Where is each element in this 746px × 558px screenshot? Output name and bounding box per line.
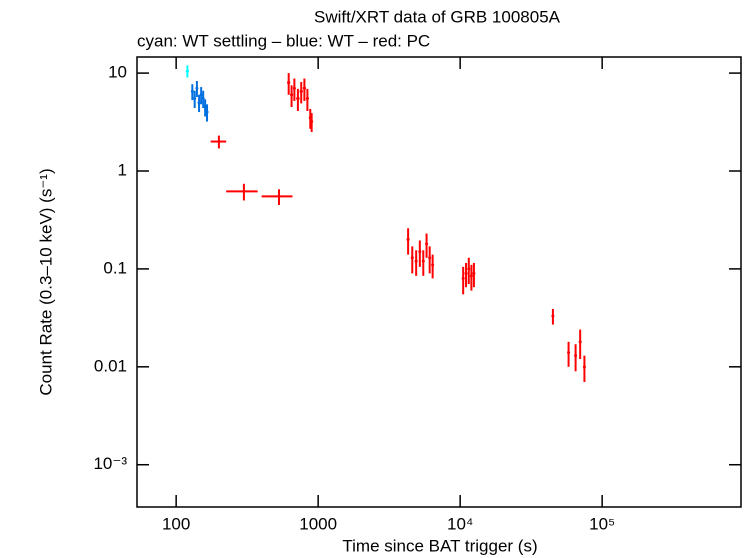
data-point [203,105,207,109]
y-tick-label: 0.1 [103,258,127,277]
data-point [551,314,555,318]
data-point [428,256,432,260]
data-point [567,351,571,355]
data-point [582,365,586,369]
data-point [292,86,296,90]
data-point [464,271,468,275]
data-point [302,86,306,90]
y-tick-label: 0.01 [94,356,127,375]
x-axis-label: Time since BAT trigger (s) [342,536,537,555]
data-point [290,93,294,97]
data-point [199,93,203,97]
data-point [242,189,246,193]
data-point [217,140,221,144]
data-point [287,81,291,85]
x-tick-label: 10⁵ [589,514,615,533]
plot-frame [136,56,742,508]
data-point [195,86,199,90]
data-point [414,259,418,263]
data-point [431,263,435,267]
data-point [296,97,300,101]
data-point [574,354,578,358]
x-tick-label: 1000 [299,514,337,533]
data-point [201,97,205,101]
data-point [461,276,465,280]
y-tick-label: 1 [118,160,127,179]
data-point [310,120,314,124]
data-point [197,101,201,105]
data-point [205,110,209,114]
y-tick-label: 10 [108,63,127,82]
data-point [305,97,309,101]
data-point [472,271,476,275]
data-point [193,97,197,101]
x-tick-label: 100 [162,514,190,533]
data-point [467,267,471,271]
data-point [578,340,582,344]
data-point [185,69,189,73]
data-point [299,89,303,93]
data-point [418,250,422,254]
data-point [421,259,425,263]
y-axis-label: Count Rate (0.3–10 keV) (s⁻¹) [36,168,55,395]
data-point [406,237,410,241]
x-tick-label: 10⁴ [447,514,473,533]
chart-title: Swift/XRT data of GRB 100805A [314,7,561,26]
data-point [425,242,429,246]
y-tick-label: 10⁻³ [93,454,127,473]
data-point [277,194,281,198]
chart-subtitle: cyan: WT settling – blue: WT – red: PC [137,31,430,50]
data-point [190,89,194,93]
data-point [410,256,414,260]
data-point [469,274,473,278]
